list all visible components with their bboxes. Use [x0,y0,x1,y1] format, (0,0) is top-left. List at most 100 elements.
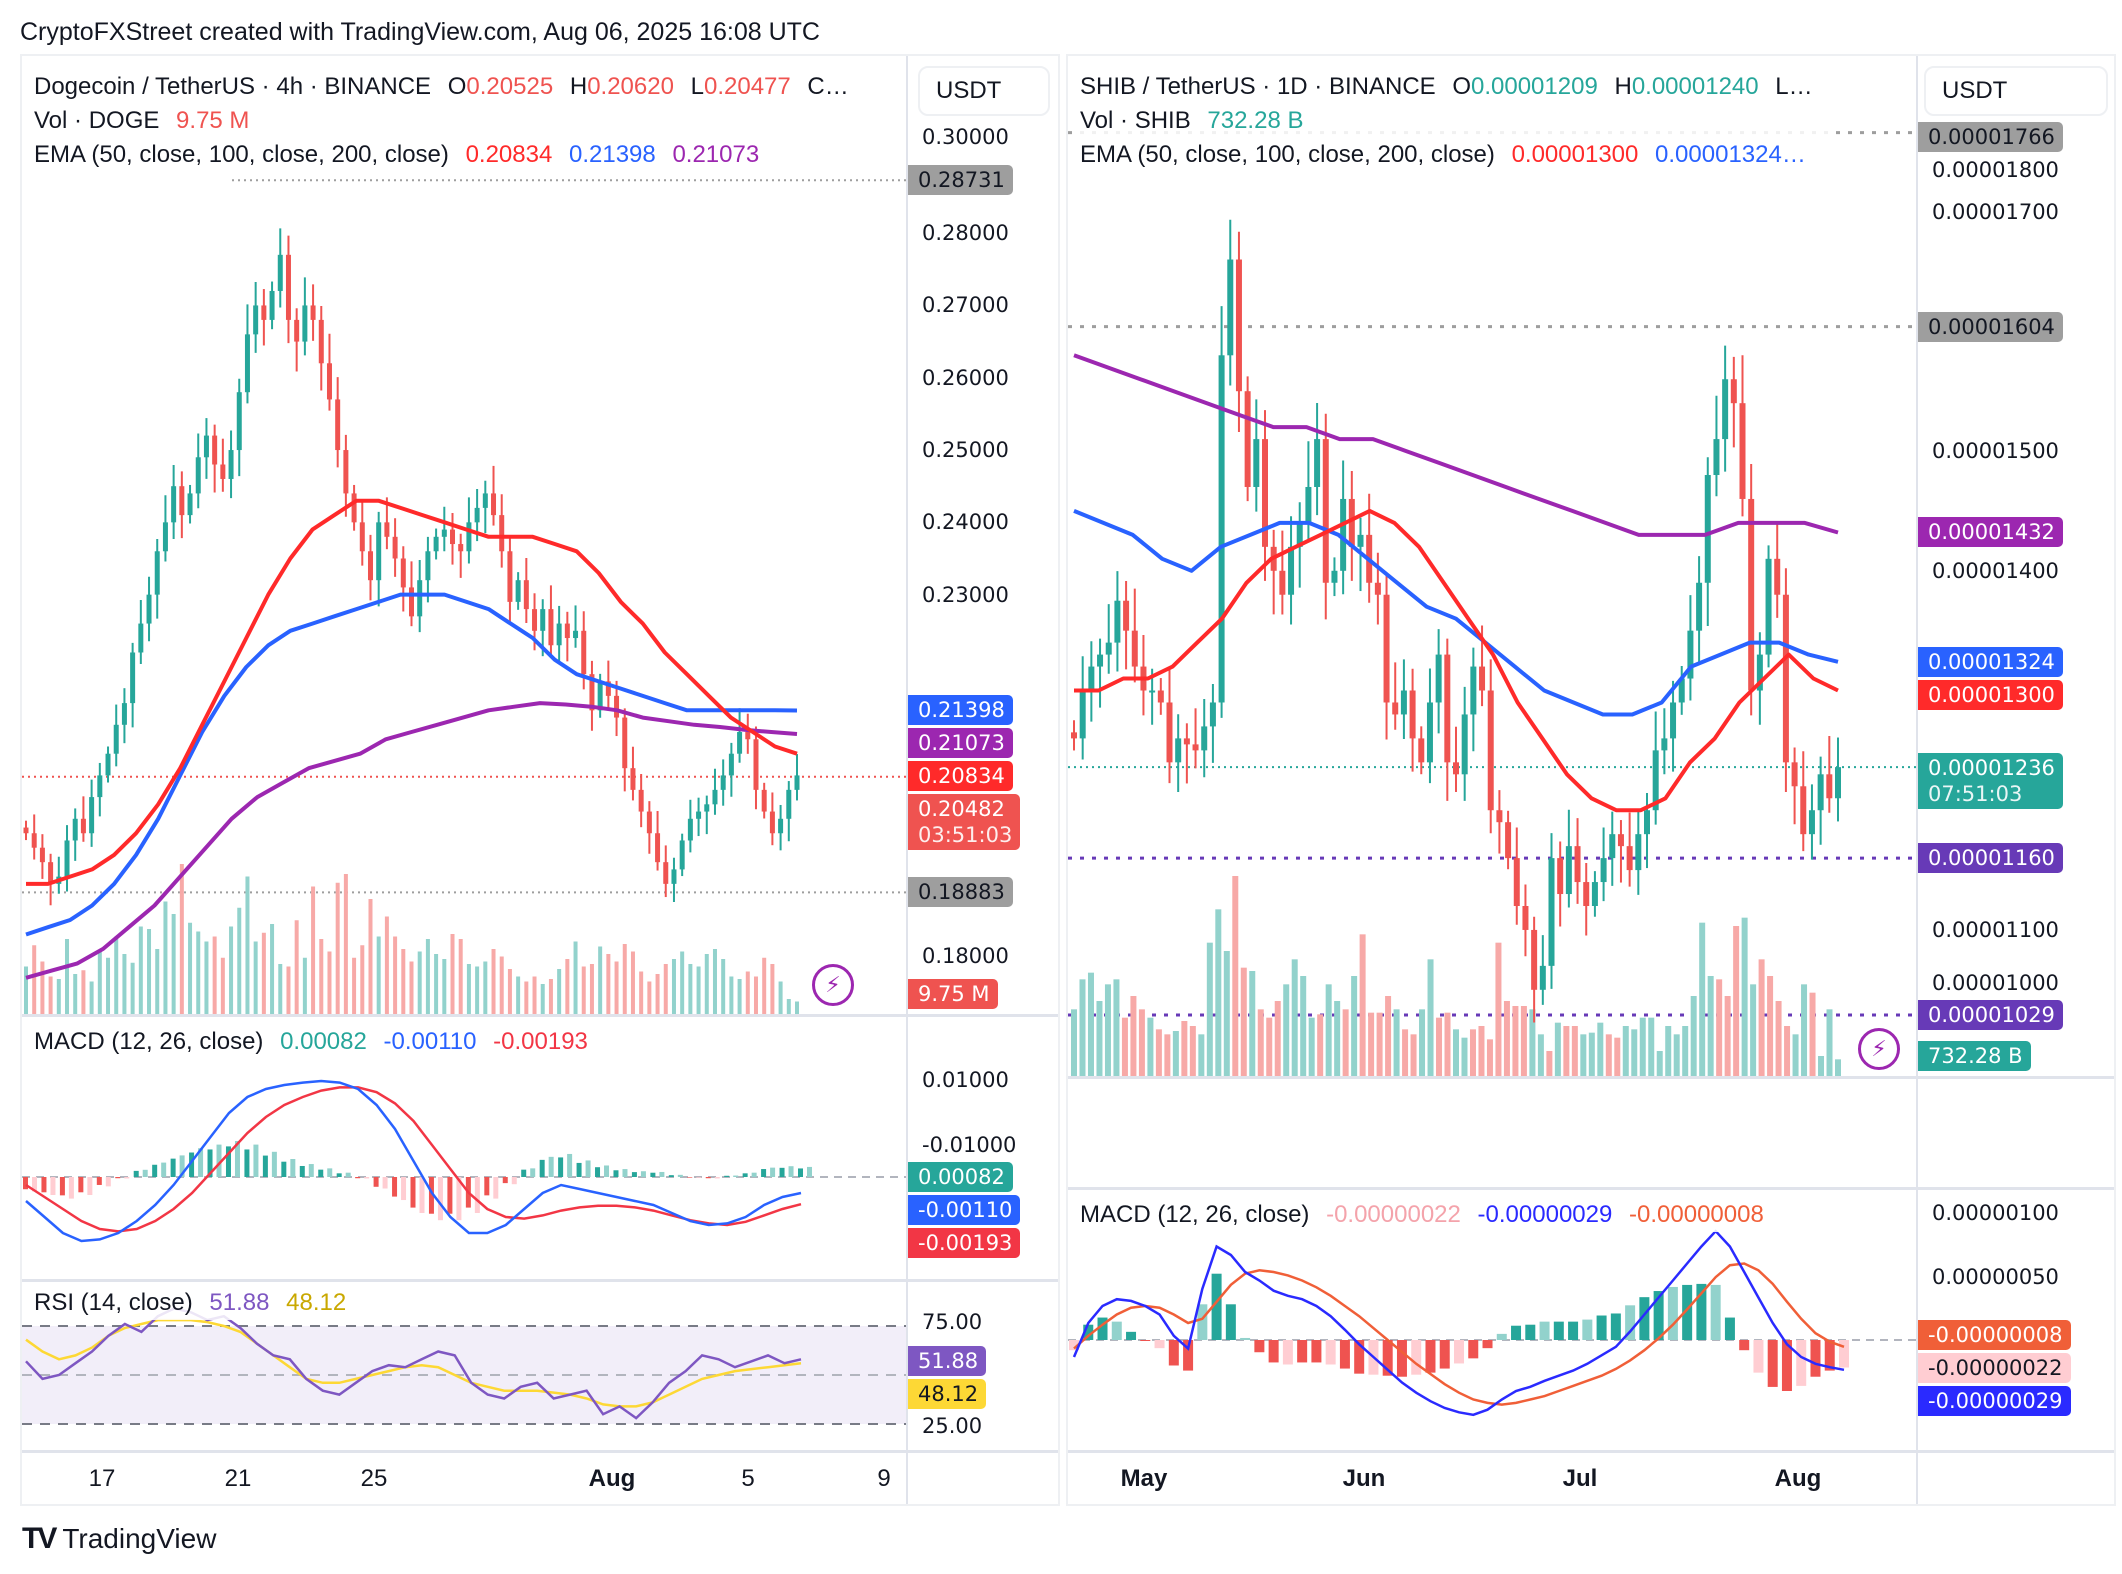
volume-bar [278,964,283,1014]
macd-hist-bar [650,1172,656,1177]
volume-bar [1614,1037,1621,1076]
shib-macd-pane[interactable]: MACD (12, 26, close) -0.00000022 -0.0000… [1068,1190,1916,1450]
currency-selector[interactable]: USDT [918,66,1050,116]
candle-body [1487,690,1494,811]
candle-body [1782,594,1789,763]
doge-time-axis[interactable]: 17 21 25 Aug 5 9 [22,1453,906,1504]
macd-hist-bar [198,1148,204,1177]
doge-ema200-value: 0.21073 [672,141,760,168]
volume-bar [1495,942,1502,1076]
macd-hist-bar [161,1162,167,1177]
pane-divider[interactable] [22,1279,1058,1282]
volume-bar [565,959,570,1014]
pane-divider[interactable] [22,1014,1058,1017]
macd-hist-bar [447,1177,453,1214]
pane-divider[interactable] [1068,1187,2114,1190]
shib-price-chart[interactable] [1068,56,1916,1076]
volume-bar [745,971,750,1014]
volume-bar [795,1001,799,1014]
volume-bar [73,974,78,1014]
time-label: Jul [1562,1465,1598,1492]
candle-body [1756,654,1763,691]
last-price: 0.00001236 [1928,756,2055,781]
shib-time-axis[interactable]: May Jun Jul Aug [1068,1453,1916,1504]
candle-body [294,319,300,342]
chart-title: CryptoFXStreet created with TradingView.… [20,18,820,46]
candle-body [769,811,775,834]
macd-hist-bar [484,1177,490,1196]
volume-bar [1453,1029,1459,1076]
shib-macd-chart[interactable] [1068,1190,1916,1450]
volume-bar [425,939,430,1014]
volume-bar [1699,922,1706,1076]
candle-body [351,493,357,523]
volume-bar [598,946,603,1014]
macd-hist-bar [511,1177,517,1185]
shib-price-axis[interactable]: USDT 0.00001800 0.00001700 0.00001500 0.000… [1916,56,2114,1504]
lightning-icon[interactable]: ⚡ [812,964,854,1006]
volume-bar [1300,976,1307,1076]
tradingview-logo[interactable]: TV TradingView [22,1522,216,1556]
macd-hist-bar [1582,1319,1593,1340]
volume-bar [393,936,398,1014]
candle-body [64,840,70,877]
candle-body [589,674,595,711]
macd-hist-bar [23,1177,28,1190]
doge-rsi-chart[interactable] [22,1282,906,1450]
shib-symbol[interactable]: SHIB / TetherUS · 1D · BINANCE [1080,73,1436,100]
volume-bar [466,964,471,1014]
volume-bar [122,954,127,1014]
doge-price-axis[interactable]: USDT 0.30000 0.28000 0.27000 0.26000 0.25000… [906,56,1058,1504]
macd-hist-bar [105,1177,111,1187]
volume-bar [327,951,332,1014]
macd-hist-bar [659,1171,665,1177]
lightning-icon[interactable]: ⚡ [1858,1028,1900,1070]
macd-hist-bar [1297,1340,1308,1363]
candle-body [113,724,119,754]
candle-body [1678,678,1685,703]
volume-bar [196,931,201,1014]
doge-price-pane[interactable]: Dogecoin / TetherUS · 4h · BINANCE O0.20… [22,56,906,1014]
doge-symbol[interactable]: Dogecoin / TetherUS · 4h · BINANCE [34,73,432,100]
candle-body [605,681,611,696]
candle-body [121,703,127,725]
volume-bar [1537,1034,1544,1076]
candle-body [409,587,414,617]
shib-macd-legend: MACD (12, 26, close) -0.00000022 -0.0000… [1080,1198,1780,1232]
volume-bar [770,964,775,1014]
volume-bar [114,936,119,1014]
volume-bar [1317,1014,1324,1076]
macd-hist-bar [1268,1340,1279,1363]
volume-bar [32,945,37,1014]
currency-selector[interactable]: USDT [1924,66,2108,116]
candle-body [564,623,570,639]
time-label: 21 [224,1465,252,1492]
macd-hist-bar [696,1177,702,1178]
candle-body [687,818,693,841]
time-label: 5 [741,1465,755,1492]
macd-hist-bar [1197,1304,1208,1340]
candle-body [1704,475,1711,583]
shib-price-pane[interactable]: SHIB / TetherUS · 1D · BINANCE O0.000012… [1068,56,1916,1076]
doge-high: H0.20620 [570,73,674,100]
volume-bar [712,949,717,1014]
candle-body [1513,858,1520,906]
doge-macd-chart[interactable] [22,1017,906,1279]
macd-hist-bar [1539,1321,1550,1340]
volume-bar [319,939,324,1014]
pane-divider[interactable] [1068,1076,2114,1079]
doge-price-chart[interactable] [22,56,906,1014]
volume-bar [786,999,791,1014]
volume-bar [1121,1017,1128,1076]
volume-bar [1750,984,1757,1076]
doge-ema100-value: 0.21398 [569,141,656,168]
volume-bar [532,976,537,1014]
macd-signal-line [25,1086,802,1233]
shib-vol-value: 732.28 B [1207,107,1304,134]
volume-bar [1546,1051,1553,1076]
doge-macd-pane[interactable]: MACD (12, 26, close) 0.00082 -0.00110 -0… [22,1017,906,1279]
candle-body [72,818,78,841]
volume-bar [1130,996,1137,1076]
doge-rsi-pane[interactable]: RSI (14, close) 51.88 48.12 [22,1282,906,1450]
volume-bar [1588,1032,1595,1076]
